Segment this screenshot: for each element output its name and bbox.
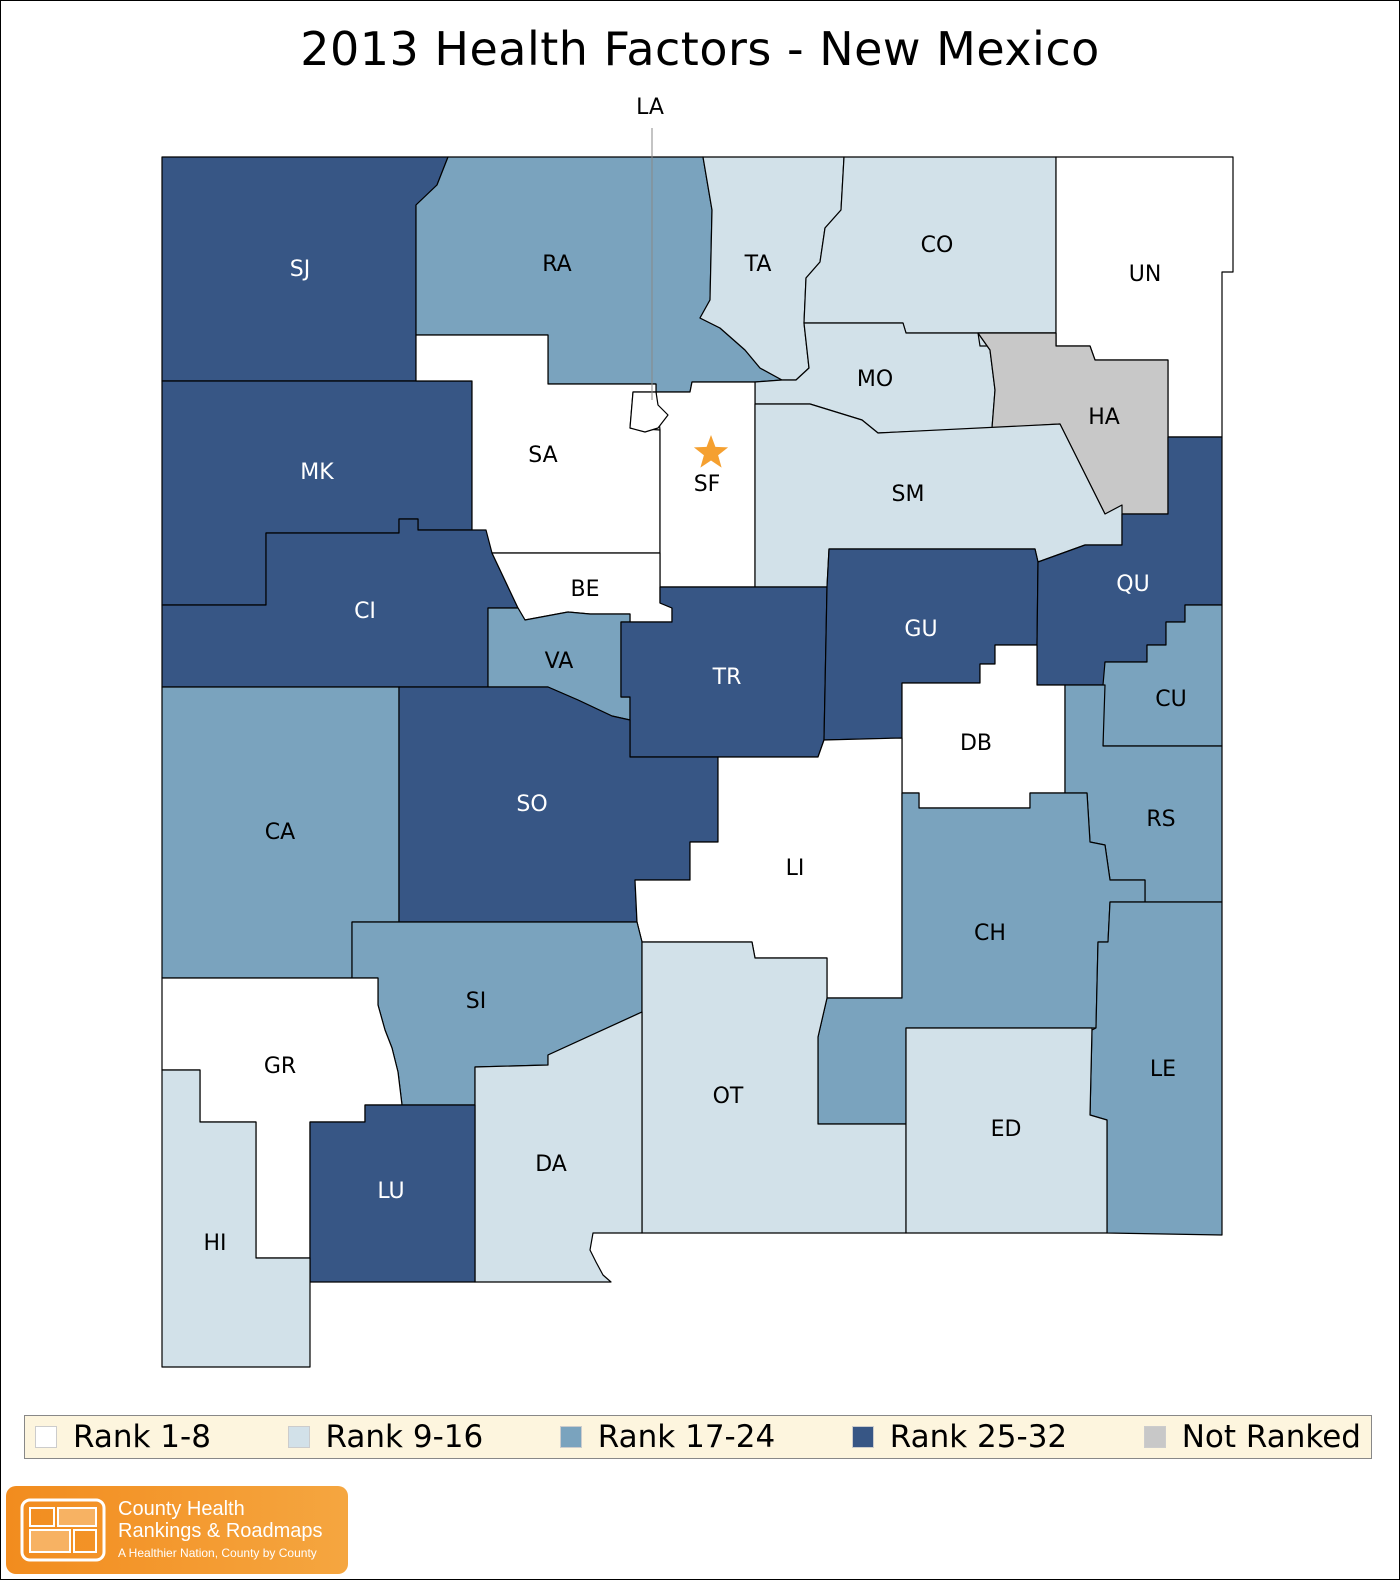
county-label-le: LE bbox=[1150, 1057, 1176, 1082]
logo-line-1: County Health bbox=[118, 1498, 245, 1520]
new-mexico-map: SJ RA TA CO UN MO HA MK SA SF SM LA CI BE VA TR GU QU CU DB… bbox=[161, 95, 1234, 1368]
county-label-gr: GR bbox=[264, 1054, 296, 1079]
legend-item: Rank 1-8 bbox=[35, 1419, 211, 1455]
legend-label: Not Ranked bbox=[1181, 1419, 1361, 1455]
county-label-tr: TR bbox=[712, 665, 742, 690]
county-label-gu: GU bbox=[904, 617, 937, 642]
county-label-rs: RS bbox=[1146, 807, 1175, 832]
county-label-si: SI bbox=[466, 989, 486, 1014]
rankings-map-icon bbox=[20, 1498, 106, 1562]
county-label-sa: SA bbox=[528, 443, 557, 468]
county-label-ta: TA bbox=[744, 252, 772, 277]
county-label-mk: MK bbox=[300, 460, 334, 485]
county-label-un: UN bbox=[1129, 262, 1162, 287]
county-label-sj: SJ bbox=[290, 257, 310, 282]
county-ed[interactable] bbox=[905, 1027, 1108, 1234]
county-label-ra: RA bbox=[542, 252, 571, 277]
legend-swatch bbox=[559, 1426, 582, 1448]
county-ot[interactable] bbox=[641, 941, 907, 1234]
county-label-co: CO bbox=[921, 233, 954, 258]
legend-swatch bbox=[851, 1426, 874, 1448]
county-da[interactable] bbox=[474, 1011, 643, 1283]
county-label-ed: ED bbox=[991, 1117, 1022, 1142]
legend-label: Rank 1-8 bbox=[73, 1419, 211, 1455]
county-label-ha: HA bbox=[1088, 405, 1120, 430]
county-label-ot: OT bbox=[713, 1084, 744, 1109]
legend-swatch bbox=[1143, 1426, 1166, 1448]
county-label-sf: SF bbox=[694, 472, 721, 497]
county-label-sm: SM bbox=[892, 482, 925, 507]
county-la[interactable] bbox=[629, 391, 669, 433]
legend: Rank 1-8 Rank 9-16 Rank 17-24 Rank 25-32 Not… bbox=[24, 1415, 1372, 1459]
legend-label: Rank 25-32 bbox=[889, 1419, 1068, 1455]
legend-label: Rank 9-16 bbox=[325, 1419, 484, 1455]
county-hi[interactable] bbox=[161, 1069, 311, 1368]
county-label-hi: HI bbox=[203, 1231, 226, 1256]
county-health-rankings-logo: County Health Rankings & Roadmaps A Heal… bbox=[6, 1486, 348, 1574]
county-label-db: DB bbox=[960, 731, 992, 756]
county-label-mo: MO bbox=[857, 367, 893, 392]
legend-item: Not Ranked bbox=[1143, 1419, 1361, 1455]
county-label-be: BE bbox=[571, 577, 600, 602]
county-label-so: SO bbox=[516, 792, 547, 817]
capital-star-icon bbox=[693, 435, 729, 468]
county-label-li: LI bbox=[786, 856, 805, 881]
map-title: 2013 Health Factors - New Mexico bbox=[300, 22, 1100, 76]
county-label-qu: QU bbox=[1116, 572, 1149, 597]
legend-item: Rank 25-32 bbox=[851, 1419, 1068, 1455]
logo-line-2: Rankings & Roadmaps bbox=[118, 1520, 323, 1542]
legend-swatch bbox=[35, 1426, 57, 1448]
legend-swatch bbox=[287, 1426, 310, 1448]
logo-tagline: A Healthier Nation, County by County bbox=[118, 1546, 317, 1560]
county-label-cu: CU bbox=[1155, 687, 1186, 712]
legend-item: Rank 17-24 bbox=[559, 1419, 776, 1455]
legend-item: Rank 9-16 bbox=[287, 1419, 484, 1455]
legend-label: Rank 17-24 bbox=[597, 1419, 776, 1455]
county-label-ci: CI bbox=[354, 599, 376, 624]
county-label-la: LA bbox=[636, 95, 664, 120]
county-label-va: VA bbox=[545, 649, 574, 674]
county-label-lu: LU bbox=[377, 1179, 404, 1204]
county-label-ch: CH bbox=[974, 921, 1006, 946]
county-label-ca: CA bbox=[265, 820, 295, 845]
county-label-da: DA bbox=[535, 1152, 567, 1177]
